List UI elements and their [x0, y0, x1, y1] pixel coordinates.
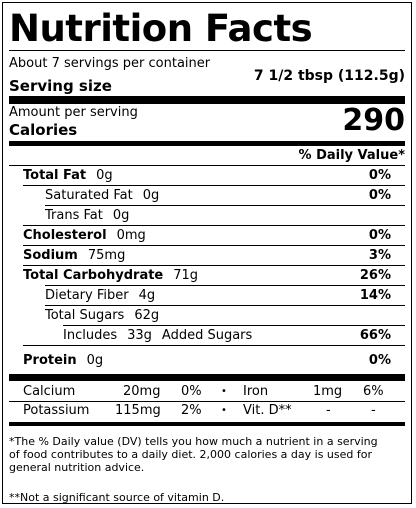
iron-dv: 6%	[363, 384, 384, 399]
thick-divider-footnote	[9, 422, 405, 426]
separator-dot: •	[221, 405, 227, 416]
cholesterol-dv: 0%	[368, 228, 391, 243]
total-sugars-label: Total Sugars	[45, 308, 125, 323]
sodium-label: Sodium	[23, 248, 78, 263]
trans-fat-label: Trans Fat	[45, 208, 103, 223]
sodium-amount: 75mg	[87, 248, 126, 263]
saturated-fat-label: Saturated Fat	[45, 188, 133, 203]
added-sugars-prefix: Includes	[63, 328, 118, 343]
label-title: Nutrition Facts	[9, 7, 313, 50]
calcium-dv: 0%	[181, 384, 202, 399]
calories-label: Calories	[9, 121, 78, 139]
title-divider	[9, 50, 405, 51]
thick-divider-top	[9, 96, 405, 104]
vitamin-d-label: Vit. D**	[243, 403, 292, 418]
total-carbohydrate-label: Total Carbohydrate	[23, 268, 164, 283]
dietary-fiber-dv: 14%	[359, 288, 391, 303]
row-total-fat: Total Fat 0g	[23, 168, 113, 183]
vitamin-d-dv: -	[371, 403, 376, 418]
divider	[9, 401, 405, 402]
sodium-dv: 3%	[368, 248, 391, 263]
divider	[45, 285, 405, 286]
serving-size-value: 7 1/2 tbsp (112.5g)	[253, 68, 405, 84]
thick-divider-calories	[9, 141, 405, 146]
cholesterol-label: Cholesterol	[23, 228, 107, 243]
row-total-carbohydrate: Total Carbohydrate 71g	[23, 268, 198, 283]
servings-per-container: About 7 servings per container	[9, 56, 211, 71]
potassium-label: Potassium	[23, 403, 90, 418]
divider	[45, 305, 405, 306]
row-cholesterol: Cholesterol 0mg	[23, 228, 146, 243]
daily-value-header: % Daily Value*	[298, 148, 405, 163]
calcium-label: Calcium	[23, 384, 76, 399]
total-fat-dv: 0%	[368, 168, 391, 183]
divider	[23, 245, 405, 246]
separator-dot: •	[221, 386, 227, 397]
protein-dv: 0%	[368, 353, 391, 368]
potassium-dv: 2%	[181, 403, 202, 418]
divider	[63, 325, 405, 326]
potassium-amount: 115mg	[115, 403, 161, 418]
serving-size-label: Serving size	[9, 77, 112, 95]
dietary-fiber-amount: 4g	[138, 288, 156, 303]
total-carbohydrate-dv: 26%	[359, 268, 391, 283]
divider	[45, 205, 405, 206]
row-saturated-fat: Saturated Fat 0g	[45, 188, 159, 203]
added-sugars-label: Added Sugars	[161, 328, 253, 343]
nutrition-label: Nutrition Facts About 7 servings per con…	[2, 2, 412, 504]
calories-value: 290	[342, 103, 405, 138]
added-sugars-dv: 66%	[359, 328, 391, 343]
row-sodium: Sodium 75mg	[23, 248, 125, 263]
divider	[23, 225, 405, 226]
vitamin-d-amount: -	[326, 403, 331, 418]
calcium-amount: 20mg	[123, 384, 161, 399]
trans-fat-amount: 0g	[112, 208, 130, 223]
divider	[23, 345, 405, 346]
footnote-vitamin-d: **Not a significant source of vitamin D.	[9, 491, 225, 504]
added-sugars-amount: 33g	[127, 328, 152, 343]
protein-amount: 0g	[86, 353, 104, 368]
saturated-fat-dv: 0%	[368, 188, 391, 203]
row-added-sugars: Includes 33g Added Sugars	[63, 328, 252, 343]
row-dietary-fiber: Dietary Fiber 4g	[45, 288, 155, 303]
dietary-fiber-label: Dietary Fiber	[45, 288, 129, 303]
iron-label: Iron	[243, 384, 269, 399]
total-fat-amount: 0g	[96, 168, 113, 183]
cholesterol-amount: 0mg	[116, 228, 146, 243]
divider	[23, 265, 405, 266]
iron-amount: 1mg	[313, 384, 343, 399]
protein-label: Protein	[23, 353, 77, 368]
total-carbohydrate-amount: 71g	[173, 268, 199, 283]
row-protein: Protein 0g	[23, 353, 103, 368]
amount-per-serving: Amount per serving	[9, 105, 138, 120]
total-sugars-amount: 62g	[134, 308, 160, 323]
total-fat-label: Total Fat	[23, 168, 87, 183]
row-trans-fat: Trans Fat 0g	[45, 208, 129, 223]
thick-divider-vitamins	[9, 374, 405, 381]
divider	[23, 185, 405, 186]
saturated-fat-amount: 0g	[142, 188, 160, 203]
divider-dv	[9, 165, 405, 166]
footnote-daily-value: *The % Daily value (DV) tells you how mu…	[9, 435, 378, 474]
row-total-sugars: Total Sugars 62g	[45, 308, 159, 323]
